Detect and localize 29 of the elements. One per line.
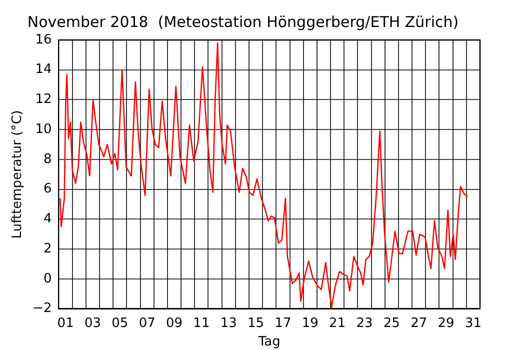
y-tick-label: 14 <box>35 62 52 78</box>
x-tick-label: 31 <box>464 316 482 331</box>
y-tick-label: 0 <box>43 271 52 286</box>
y-tick-label: −2 <box>32 301 52 316</box>
x-tick-label: 09 <box>166 316 183 331</box>
x-tick-label: 15 <box>248 316 264 331</box>
x-tick-label: 07 <box>138 316 156 331</box>
y-tick-label: 12 <box>35 92 52 108</box>
y-tick-label: 8 <box>43 152 52 167</box>
y-tick-label: 16 <box>35 32 52 48</box>
y-axis-title: Lufttemperatur (°C) <box>10 110 26 239</box>
x-tick-label: 11 <box>193 316 210 331</box>
x-tick-label: 01 <box>57 316 74 331</box>
x-tick-label: 05 <box>112 316 128 331</box>
y-tick-label: 6 <box>43 182 52 197</box>
x-tick-label: 23 <box>356 316 373 331</box>
y-tick-label: 10 <box>35 122 52 137</box>
x-tick-label: 19 <box>302 316 318 331</box>
x-tick-label: 17 <box>274 316 292 331</box>
chart-title: November 2018 (Meteostation Hönggerberg/ETH Zürich) <box>27 12 459 31</box>
y-tick-label: 2 <box>43 241 52 256</box>
x-tick-label: 25 <box>383 316 400 331</box>
x-tick-label: 29 <box>438 316 454 331</box>
x-axis-title: Tag <box>257 334 280 350</box>
x-tick-label: 21 <box>329 316 346 331</box>
x-tick-label: 03 <box>84 316 102 331</box>
x-tick-label: 13 <box>220 316 237 331</box>
x-tick-label: 27 <box>410 316 428 331</box>
y-tick-label: 4 <box>43 212 52 227</box>
